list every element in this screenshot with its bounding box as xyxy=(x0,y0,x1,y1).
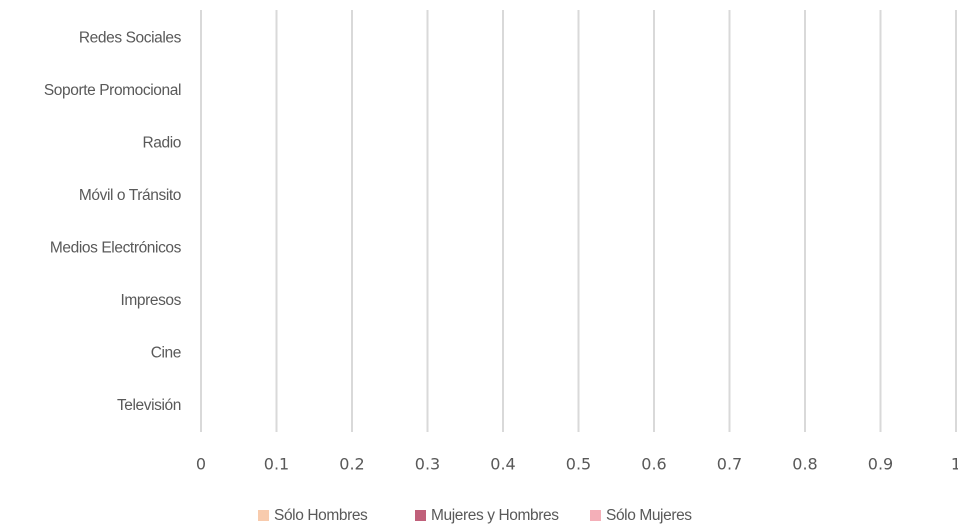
legend-label: Mujeres y Hombres xyxy=(431,507,559,524)
x-tick-label: 0.3 xyxy=(415,455,440,474)
y-tick-label: Medios Electrónicos xyxy=(50,239,182,256)
y-tick-label: Cine xyxy=(151,344,181,361)
x-tick-label: 0 xyxy=(196,455,206,474)
x-tick-label: 0.5 xyxy=(566,455,591,474)
x-tick-label: 0.4 xyxy=(490,455,515,474)
x-tick-label: 0.2 xyxy=(339,455,364,474)
legend-label: Sólo Mujeres xyxy=(606,507,692,524)
x-tick-label: 0.1 xyxy=(264,455,289,474)
legend-swatch xyxy=(590,510,601,521)
y-tick-label: Redes Sociales xyxy=(79,29,182,46)
x-tick-label: 0.6 xyxy=(641,455,666,474)
y-tick-label: Televisión xyxy=(117,397,181,414)
x-tick-label: 1 xyxy=(951,455,958,474)
y-tick-label: Impresos xyxy=(120,292,181,309)
legend-label: Sólo Hombres xyxy=(274,507,368,524)
y-tick-label: Móvil o Tránsito xyxy=(79,187,181,204)
x-tick-label: 0.9 xyxy=(868,455,893,474)
x-tick-label: 0.8 xyxy=(792,455,817,474)
legend-swatch xyxy=(415,510,426,521)
y-tick-label: Radio xyxy=(143,134,182,151)
x-tick-label: 0.7 xyxy=(717,455,742,474)
legend-swatch xyxy=(258,510,269,521)
y-tick-label: Soporte Promocional xyxy=(44,82,181,99)
